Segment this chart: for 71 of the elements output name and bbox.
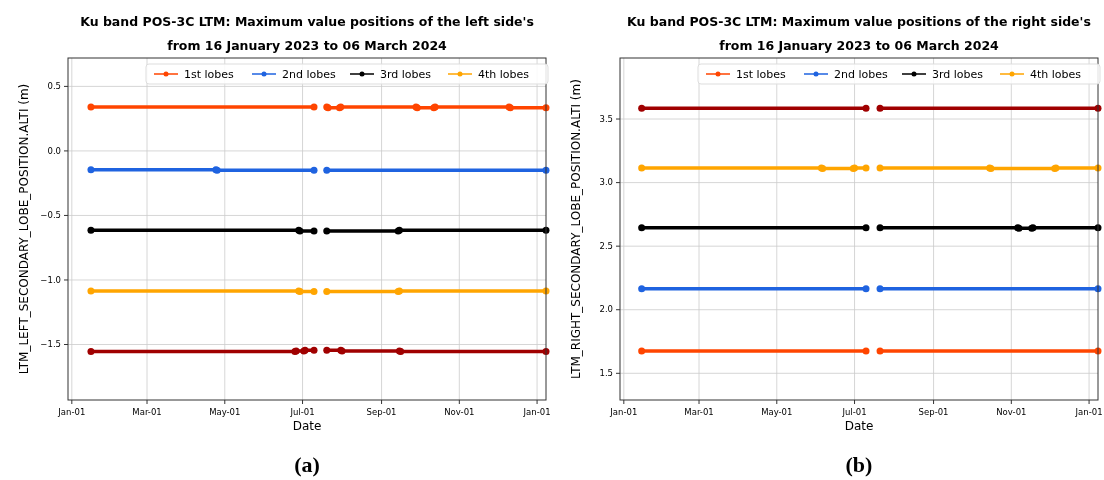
- point: [638, 224, 646, 232]
- x-tick-label: Jan-01: [522, 407, 551, 417]
- point: [862, 104, 870, 112]
- point: [876, 164, 884, 172]
- x-tick-label: Nov-01: [996, 407, 1027, 417]
- chart-subtitle: from 16 January 2023 to 06 March 2024: [719, 38, 1000, 53]
- legend-label: 2nd lobes: [834, 67, 888, 81]
- y-tick-label: 2.5: [599, 240, 613, 251]
- y-tick-label: −1.0: [40, 274, 61, 285]
- legend-label: 2nd lobes: [282, 67, 336, 81]
- x-tick-label: May-01: [761, 407, 793, 417]
- y-tick-label: 2.0: [599, 304, 613, 315]
- legend-label: 1st lobes: [184, 67, 235, 81]
- x-tick-label: Jul-01: [289, 407, 315, 417]
- legend-label: 4th lobes: [478, 67, 530, 81]
- x-tick-label: Jul-01: [841, 407, 867, 417]
- x-tick-label: Sep-01: [366, 407, 397, 417]
- point: [323, 346, 331, 354]
- point: [310, 103, 318, 111]
- point: [87, 348, 95, 356]
- text: (b): [845, 452, 873, 477]
- legend-label: 3rd lobes: [932, 67, 984, 81]
- point: [87, 287, 95, 295]
- legend-label: 1st lobes: [736, 67, 787, 81]
- point: [876, 285, 884, 293]
- y-tick-label: −1.5: [40, 339, 61, 350]
- legend-label: 3rd lobes: [380, 67, 432, 81]
- point: [310, 166, 318, 174]
- point: [323, 166, 331, 174]
- point: [638, 104, 646, 112]
- point: [862, 164, 870, 172]
- x-tick-label: May-01: [209, 407, 241, 417]
- chart-subtitle: from 16 January 2023 to 06 March 2024: [167, 38, 448, 53]
- x-tick-label: Mar-01: [132, 407, 162, 417]
- point: [87, 166, 95, 174]
- y-tick-label: −0.5: [40, 210, 61, 221]
- point: [323, 288, 331, 296]
- y-tick-label: 1.5: [599, 368, 613, 379]
- legend-label: 4th lobes: [1030, 67, 1082, 81]
- point: [323, 227, 331, 235]
- x-axis-title: Date: [844, 419, 874, 433]
- point: [310, 227, 318, 235]
- point: [87, 103, 95, 111]
- text: (a): [294, 452, 320, 477]
- point: [310, 346, 318, 354]
- x-tick-label: Nov-01: [444, 407, 475, 417]
- point: [862, 347, 870, 355]
- chart-title: Ku band POS-3C LTM: Maximum value positions of the left side's: [80, 14, 534, 29]
- x-axis-title: Date: [292, 419, 322, 433]
- chart-title: Ku band POS-3C LTM: Maximum value positions of the right side's: [627, 14, 1091, 29]
- point: [862, 224, 870, 232]
- point: [638, 285, 646, 293]
- point: [862, 285, 870, 293]
- point: [876, 224, 884, 232]
- y-axis-title: LTM_LEFT_SECONDARY_LOBE_POSITION.ALTI (m): [17, 83, 31, 375]
- point: [876, 104, 884, 112]
- point: [876, 347, 884, 355]
- x-tick-label: Jan-01: [1074, 407, 1103, 417]
- y-tick-label: 0.0: [47, 145, 61, 156]
- y-tick-label: 0.5: [47, 81, 61, 92]
- y-tick-label: 3.5: [599, 113, 613, 124]
- point: [310, 288, 318, 296]
- x-tick-label: Sep-01: [918, 407, 949, 417]
- point: [87, 226, 95, 234]
- point: [638, 347, 646, 355]
- y-tick-label: 3.0: [599, 177, 613, 188]
- x-tick-label: Jan-01: [57, 407, 86, 417]
- x-tick-label: Jan-01: [609, 407, 638, 417]
- y-axis-title: LTM_RIGHT_SECONDARY_LOBE_POSITION.ALTI (m): [569, 79, 583, 379]
- x-tick-label: Mar-01: [684, 407, 714, 417]
- point: [638, 164, 646, 172]
